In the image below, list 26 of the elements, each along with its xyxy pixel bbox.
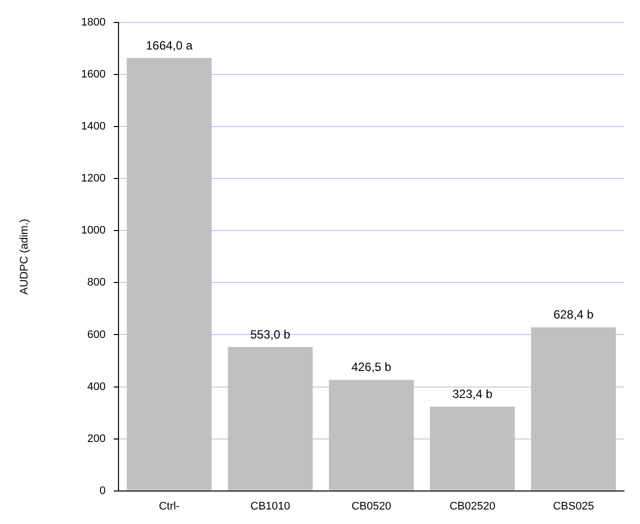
y-tick-label: 0 xyxy=(100,484,106,497)
data-label: 426,5 b xyxy=(351,360,392,374)
y-tick-label: 600 xyxy=(87,328,106,341)
x-tick-label: CB0520 xyxy=(351,500,392,512)
data-label: 553,0 b xyxy=(250,327,291,342)
y-axis-title: AUDPC (adim.) xyxy=(18,218,31,295)
y-tick-label: 1400 xyxy=(81,120,106,133)
x-tick-label: CBS025 xyxy=(552,500,594,512)
data-label: 323,4 b xyxy=(452,386,493,401)
bar xyxy=(328,380,414,490)
bar xyxy=(228,346,313,490)
y-tick-label: 800 xyxy=(87,276,106,289)
x-tick-label: Ctrl- xyxy=(158,500,180,512)
x-tick-label: CB02520 xyxy=(449,500,496,512)
bar xyxy=(126,58,212,490)
y-tick-label: 1200 xyxy=(81,172,106,185)
y-tick-label: 400 xyxy=(87,380,106,393)
y-tick-label: 1600 xyxy=(81,68,106,81)
data-label: 628,4 b xyxy=(553,308,594,322)
bar xyxy=(531,327,616,490)
x-tick-label: CB1010 xyxy=(250,500,290,512)
data-label: 1664,0 a xyxy=(146,38,193,52)
y-tick-label: 1000 xyxy=(81,224,106,237)
bar xyxy=(430,406,515,490)
y-tick-label: 1800 xyxy=(81,16,106,29)
y-tick-label: 200 xyxy=(87,432,106,445)
